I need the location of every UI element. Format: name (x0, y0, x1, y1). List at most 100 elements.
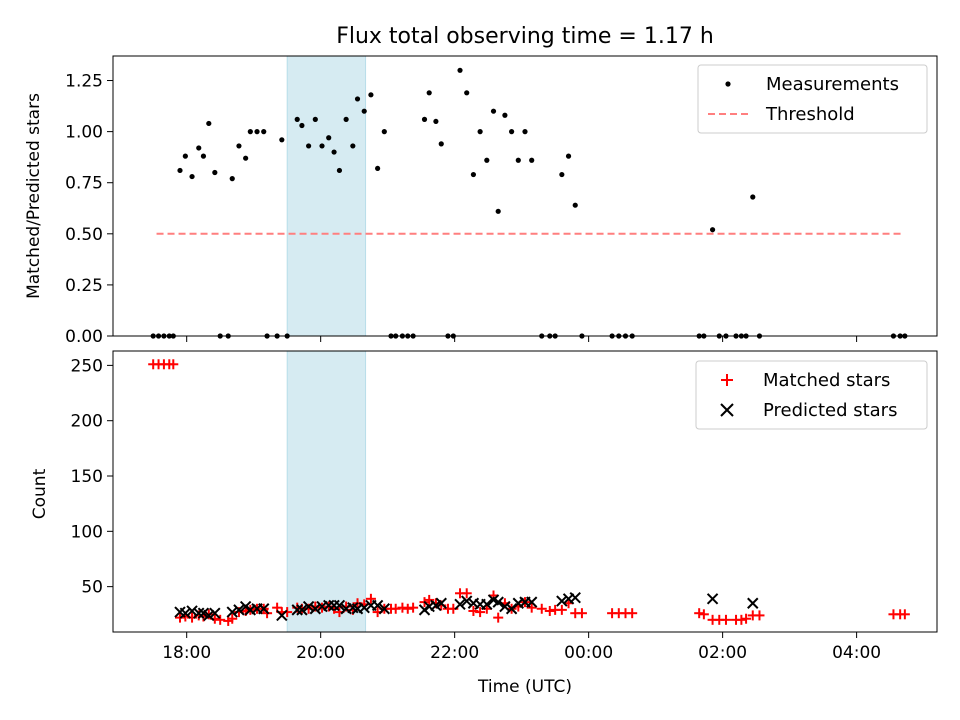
measurement-point (361, 108, 367, 114)
measurement-point (559, 171, 565, 178)
predicted-star-point (747, 597, 759, 609)
measurement-point (236, 143, 242, 149)
measurement-point (299, 122, 305, 129)
predicted-star-point (706, 593, 719, 605)
measurement-point (565, 153, 572, 159)
measurement-point (426, 90, 432, 96)
measurement-point (319, 143, 325, 149)
bottom-legend-box (695, 360, 928, 430)
measurement-point (206, 120, 212, 127)
matched-star-point (461, 588, 472, 599)
measurement-point (375, 165, 381, 172)
measurement-point (343, 116, 349, 122)
matched-star-point (627, 608, 638, 619)
legend-predicted-label: Predicted stars (763, 400, 897, 421)
legend-measurements-label: Measurements (766, 74, 899, 95)
predicted-star-point (203, 609, 215, 622)
measurement-point (750, 194, 756, 200)
matched-star-point (408, 602, 419, 613)
predicted-star-point (226, 606, 238, 618)
measurement-point (368, 92, 374, 98)
matched-star-point (576, 608, 587, 619)
matched-star-point (390, 603, 401, 614)
legend-matched-label: Matched stars (763, 370, 890, 391)
measurement-point (336, 167, 343, 174)
top-y-axis-label: Matched/Predicted stars (24, 93, 44, 299)
predicted-star-point (569, 591, 581, 604)
measurement-point (470, 171, 477, 178)
predicted-star-point (556, 595, 568, 607)
predicted-star-point (309, 603, 322, 615)
measurement-point (438, 141, 444, 147)
matched-star-point (365, 593, 376, 604)
bottom-y-axis-label: Count (30, 468, 50, 519)
predicted-star-point (302, 600, 315, 613)
predicted-stars-points (174, 591, 759, 622)
matched-stars-points (148, 359, 910, 626)
measurement-point (243, 155, 249, 161)
predicted-star-point (358, 601, 370, 614)
measurement-point (484, 157, 490, 163)
matched-star-point (720, 614, 731, 625)
top-panel: 0.00 0.25 0.50 0.75 1.00 1.25 Flux total obse… (24, 24, 938, 347)
y-tick-label: 150 (71, 467, 103, 487)
matched-star-point (424, 594, 435, 605)
measurement-point (306, 143, 312, 149)
measurement-point (464, 90, 470, 96)
matched-star-point (536, 603, 547, 614)
matched-star-point (899, 609, 910, 620)
top-x-ticks (186, 336, 858, 342)
predicted-star-point (333, 599, 346, 612)
measurement-point (457, 67, 463, 73)
measurement-point (509, 129, 515, 135)
matched-star-point (556, 604, 567, 615)
legend-predicted-marker (720, 403, 734, 417)
predicted-star-point (525, 596, 538, 608)
x-tick-label: 00:00 (564, 643, 613, 663)
x-tick-label: 04:00 (832, 643, 881, 663)
y-tick-label: 50 (81, 578, 103, 598)
predicted-star-point (209, 607, 221, 619)
measurement-point (200, 153, 207, 159)
y-tick-label: 200 (71, 412, 103, 432)
legend-measurements-marker (725, 81, 731, 87)
matched-star-point (754, 610, 765, 621)
measurement-point (261, 129, 267, 135)
x-axis-label: Time (UTC) (477, 677, 572, 697)
measurement-point (312, 116, 318, 122)
matched-star-point (741, 613, 752, 624)
x-tick-label: 22:00 (430, 643, 479, 663)
matched-star-point (694, 608, 705, 619)
predicted-star-point (499, 600, 511, 613)
predicted-star-point (276, 609, 288, 622)
measurement-point (196, 145, 202, 151)
measurement-point (572, 202, 578, 208)
bottom-axes-frame (112, 350, 938, 633)
matched-star-point (736, 614, 747, 625)
y-tick-label: 0.50 (65, 225, 103, 245)
predicted-star-point (233, 604, 245, 616)
predicted-star-point (258, 603, 270, 615)
measurement-point (229, 176, 235, 182)
measurement-point (247, 129, 253, 135)
x-tick-label: 02:00 (698, 643, 747, 663)
predicted-star-point (179, 607, 192, 619)
legend-threshold-label: Threshold (765, 104, 855, 125)
bottom-x-ticks: 18:00 20:00 22:00 00:00 02:00 04:00 (162, 632, 881, 663)
measurement-point (709, 227, 716, 233)
bottom-legend: Matched stars Predicted stars (695, 360, 928, 430)
predicted-star-point (371, 599, 384, 612)
predicted-star-point (193, 607, 205, 619)
measurement-point (421, 116, 428, 122)
predicted-star-point (296, 604, 308, 616)
predicted-star-point (435, 597, 447, 609)
measurement-point (433, 118, 439, 125)
measurement-point (502, 112, 508, 118)
top-legend: Measurements Threshold (697, 64, 928, 134)
predicted-star-point (481, 598, 493, 611)
measurement-point (381, 129, 387, 135)
measurement-point (495, 208, 501, 214)
predicted-star-point (492, 596, 504, 608)
measurement-point (490, 108, 497, 114)
measurement-point (279, 137, 285, 143)
